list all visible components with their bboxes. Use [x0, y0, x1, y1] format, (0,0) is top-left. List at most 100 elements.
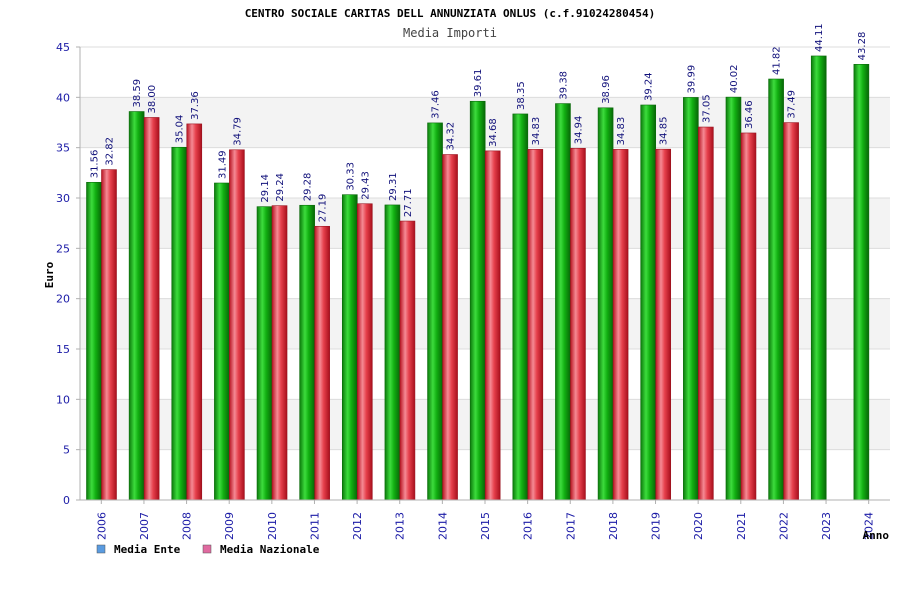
y-tick-label: 20	[56, 293, 70, 306]
x-tick-label: 2020	[692, 512, 705, 540]
y-tick-label: 45	[56, 41, 70, 54]
x-tick-label: 2012	[351, 512, 364, 540]
data-label-media-nazionale: 27.19	[318, 194, 329, 223]
bar-media-ente	[256, 206, 273, 501]
legend-label-media-ente: Media Ente	[114, 543, 181, 556]
bar-media-ente	[725, 96, 742, 501]
x-tick-label: 2014	[436, 512, 449, 540]
chart-title: CENTRO SOCIALE CARITAS DELL ANNUNZIATA O…	[245, 7, 656, 20]
bar-media-ente	[171, 146, 188, 501]
data-label-media-ente: 41.82	[772, 46, 783, 75]
x-tick-label: 2009	[223, 512, 236, 540]
data-label-media-nazionale: 32.82	[105, 137, 116, 166]
x-tick-label: 2023	[820, 512, 833, 540]
data-label-media-ente: 29.31	[388, 172, 399, 201]
bar-media-nazionale	[698, 126, 714, 501]
x-tick-label: 2006	[95, 512, 108, 540]
x-tick-label: 2008	[181, 512, 194, 540]
data-label-media-nazionale: 34.85	[659, 117, 670, 146]
x-tick-label: 2011	[308, 512, 321, 540]
x-tick-label: 2018	[607, 512, 620, 540]
x-tick-label: 2019	[650, 512, 663, 540]
x-tick-label: 2013	[394, 512, 407, 540]
data-label-media-ente: 38.35	[516, 81, 527, 110]
data-label-media-nazionale: 29.24	[275, 173, 286, 202]
bar-media-ente	[597, 107, 614, 501]
data-label-media-nazionale: 36.46	[744, 100, 755, 129]
data-label-media-ente: 39.99	[686, 65, 697, 94]
bar-media-nazionale	[527, 149, 544, 501]
x-tick-label: 2022	[777, 512, 790, 540]
data-label-media-ente: 31.56	[90, 150, 101, 179]
bar-media-nazionale	[655, 148, 672, 501]
bar-media-ente	[128, 111, 145, 501]
y-tick-label: 0	[63, 494, 70, 507]
bar-media-nazionale	[399, 220, 416, 501]
data-label-media-ente: 37.46	[431, 90, 442, 119]
bar-media-nazionale	[783, 122, 799, 501]
data-labels: 31.56 32.82 38.59 38.00 35.04 37.36 31.49 34.79…	[90, 23, 868, 222]
bar-media-nazionale	[229, 149, 245, 501]
legend: Media Ente Media Nazionale	[96, 543, 320, 556]
x-tick-label: 2010	[266, 512, 279, 540]
x-axis-label: Anno	[863, 529, 890, 542]
bar-media-ente	[86, 181, 102, 501]
data-label-media-nazionale: 37.05	[701, 94, 712, 123]
bar-media-nazionale	[442, 154, 458, 501]
data-label-media-ente: 38.96	[601, 75, 612, 104]
legend-swatch-media-nazionale	[202, 544, 212, 554]
data-label-media-nazionale: 34.32	[446, 122, 457, 151]
chart-subtitle: Media Importi	[403, 26, 497, 40]
data-label-media-nazionale: 34.83	[531, 117, 542, 146]
y-tick-label: 35	[56, 142, 70, 155]
data-label-media-nazionale: 34.79	[232, 117, 243, 146]
bar-media-nazionale	[143, 117, 160, 501]
bar-media-nazionale	[740, 132, 757, 501]
data-label-media-ente: 30.33	[345, 162, 356, 191]
data-label-media-ente: 29.28	[303, 173, 314, 202]
y-tick-label: 25	[56, 242, 70, 255]
bar-media-ente	[810, 55, 827, 501]
data-label-media-nazionale: 38.00	[147, 85, 158, 114]
y-axis-label: Euro	[43, 261, 56, 288]
data-label-media-ente: 31.49	[217, 150, 228, 179]
bar-media-ente	[683, 97, 699, 501]
bar-media-nazionale	[612, 149, 629, 501]
x-tick-label: 2015	[479, 512, 492, 540]
bar-media-ente	[555, 103, 571, 501]
data-label-media-ente: 39.38	[558, 71, 569, 100]
bar-media-ente	[469, 100, 486, 501]
data-label-media-nazionale: 34.94	[573, 116, 584, 145]
data-label-media-ente: 44.11	[814, 23, 825, 52]
legend-label-media-nazionale: Media Nazionale	[220, 543, 320, 556]
bar-media-nazionale	[484, 150, 501, 501]
bar-media-ente	[640, 104, 657, 501]
legend-swatch-media-ente	[96, 544, 106, 554]
data-label-media-nazionale: 27.71	[403, 188, 414, 217]
x-tick-label: 2017	[564, 512, 577, 540]
bar-media-nazionale	[271, 205, 288, 501]
bar-media-ente	[214, 182, 230, 501]
bar-media-ente	[384, 204, 401, 501]
bar-media-ente	[512, 113, 529, 501]
data-label-media-ente: 39.24	[644, 72, 655, 101]
bar-media-ente	[768, 78, 784, 501]
data-label-media-ente: 35.04	[175, 115, 186, 144]
data-label-media-nazionale: 34.83	[616, 117, 627, 146]
data-label-media-nazionale: 37.36	[190, 91, 201, 120]
bar-media-nazionale	[314, 225, 330, 501]
y-tick-label: 10	[56, 393, 70, 406]
x-tick-label: 2007	[138, 512, 151, 540]
x-tick-label: 2024	[863, 512, 876, 540]
x-axis-ticks: 2006 2007 2008 2009 2010 2011 2012 2013 2014 2015…	[95, 500, 876, 540]
data-label-media-ente: 29.14	[260, 174, 271, 203]
bar-media-ente	[427, 122, 443, 501]
bar-media-ente	[341, 194, 358, 501]
plot-band	[80, 47, 890, 98]
y-tick-label: 30	[56, 192, 70, 205]
x-tick-label: 2021	[735, 512, 748, 540]
y-tick-label: 15	[56, 343, 70, 356]
data-label-media-nazionale: 29.43	[360, 171, 371, 200]
bar-media-ente	[853, 64, 870, 501]
